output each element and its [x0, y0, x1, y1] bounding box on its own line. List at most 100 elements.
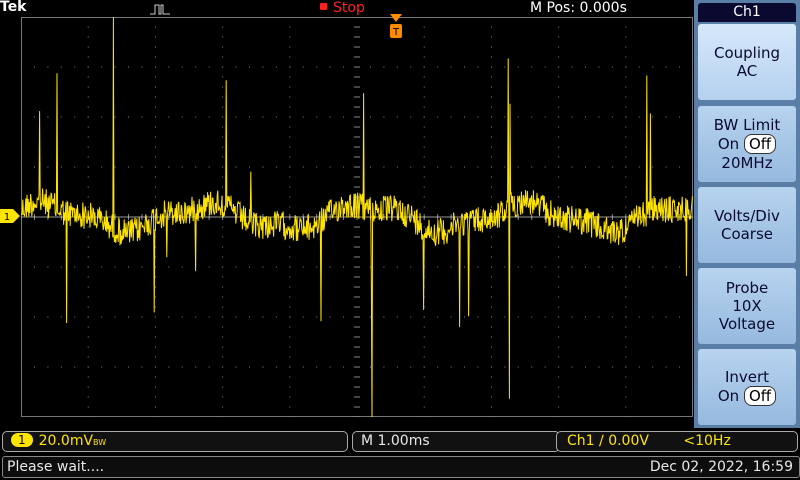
grid-dot: [491, 77, 492, 78]
grid-dot: [343, 117, 344, 118]
grid-dot: [155, 147, 156, 148]
probe-button[interactable]: Probe 10X Voltage: [698, 268, 796, 344]
grid-dot: [88, 407, 89, 408]
grid-dot: [625, 307, 626, 308]
grid-dot: [195, 317, 196, 318]
grid-dot: [47, 317, 48, 318]
grid-dot: [222, 117, 223, 118]
grid-dot: [370, 67, 371, 68]
invert-button[interactable]: Invert On Off: [698, 349, 796, 425]
grid-dot: [424, 57, 425, 58]
grid-dot: [598, 67, 599, 68]
grid-dot: [262, 167, 263, 168]
grid-dot: [625, 37, 626, 38]
grid-dot: [289, 117, 290, 118]
grid-dot: [410, 367, 411, 368]
grid-dot: [652, 67, 653, 68]
volts-div-button[interactable]: Volts/Div Coarse: [698, 187, 796, 263]
grid-dot: [88, 347, 89, 348]
grid-dot: [249, 67, 250, 68]
grid-dot: [558, 267, 559, 268]
bw-limit-off-selected: Off: [744, 134, 776, 154]
grid-dot: [572, 367, 573, 368]
grid-dot: [639, 67, 640, 68]
grid-dot: [652, 117, 653, 118]
grid-dot: [289, 367, 290, 368]
invert-on: On: [718, 387, 739, 405]
channel1-ground-marker[interactable]: 1: [0, 209, 20, 223]
grid-dot: [518, 117, 519, 118]
grid-dot: [249, 167, 250, 168]
grid-dot: [155, 97, 156, 98]
message-box: Please wait.... Dec 02, 2022, 16:59: [2, 456, 800, 478]
message-bar: Please wait.... Dec 02, 2022, 16:59: [0, 454, 800, 480]
grid-dot: [625, 327, 626, 328]
grid-dot: [625, 297, 626, 298]
grid-dot: [585, 67, 586, 68]
grid-dot: [222, 357, 223, 358]
grid-dot: [209, 167, 210, 168]
channel-marker-label: 1: [4, 212, 10, 223]
grid-dot: [101, 117, 102, 118]
bw-limit-button[interactable]: BW Limit On Off 20MHz: [698, 106, 796, 182]
trigger-position-marker[interactable]: T: [388, 14, 404, 40]
channel-scale-readout[interactable]: 1 20.0mVBW: [2, 431, 348, 452]
volts-per-div: 20.0mV: [39, 433, 93, 449]
grid-dot: [88, 27, 89, 28]
grid-dot: [21, 367, 22, 368]
grid-dot: [88, 267, 89, 268]
grid-dot: [222, 57, 223, 58]
trigger-readout[interactable]: Ch1 ∕ 0.00V <10Hz: [556, 431, 798, 452]
grid-dot: [477, 67, 478, 68]
channel-status-bar: 1 20.0mVBW M 1.00ms Ch1 ∕ 0.00V <10Hz: [0, 430, 800, 452]
grid-dot: [531, 117, 532, 118]
grid-dot: [249, 117, 250, 118]
grid-dot: [289, 287, 290, 288]
coupling-button[interactable]: Coupling AC: [698, 24, 796, 100]
grid-dot: [518, 317, 519, 318]
grid-dot: [477, 117, 478, 118]
grid-dot: [88, 227, 89, 228]
grid-dot: [88, 127, 89, 128]
grid-dot: [330, 267, 331, 268]
grid-dot: [491, 267, 492, 268]
grid-dot: [625, 57, 626, 58]
grid-dot: [262, 67, 263, 68]
grid-dot: [88, 367, 89, 368]
trigger-slope-icon: ∕: [599, 433, 604, 449]
grid-dot: [88, 337, 89, 338]
grid-dot: [128, 117, 129, 118]
grid-dot: [289, 177, 290, 178]
grid-dot: [612, 167, 613, 168]
grid-dot: [155, 107, 156, 108]
grid-dot: [101, 317, 102, 318]
grid-dot: [625, 27, 626, 28]
grid-dot: [182, 267, 183, 268]
grid-dot: [236, 67, 237, 68]
grid-dot: [303, 117, 304, 118]
grid-dot: [558, 397, 559, 398]
grid-dot: [141, 317, 142, 318]
run-stop-status: Stop: [320, 0, 365, 16]
grid-dot: [491, 327, 492, 328]
grid-dot: [491, 187, 492, 188]
timebase-readout[interactable]: M 1.00ms: [352, 431, 560, 452]
grid-dot: [47, 67, 48, 68]
grid-dot: [289, 387, 290, 388]
grid-dot: [303, 167, 304, 168]
grid-dot: [141, 117, 142, 118]
grid-dot: [464, 317, 465, 318]
grid-dot: [464, 367, 465, 368]
grid-dot: [625, 67, 626, 68]
grid-dot: [21, 67, 22, 68]
grid-dot: [88, 327, 89, 328]
grid-dot: [424, 137, 425, 138]
grid-dot: [222, 137, 223, 138]
grid-dot: [74, 167, 75, 168]
grid-dot: [572, 67, 573, 68]
grid-dot: [289, 277, 290, 278]
grid-dot: [625, 97, 626, 98]
grid-dot: [155, 117, 156, 118]
grid-dot: [222, 367, 223, 368]
grid-dot: [625, 137, 626, 138]
